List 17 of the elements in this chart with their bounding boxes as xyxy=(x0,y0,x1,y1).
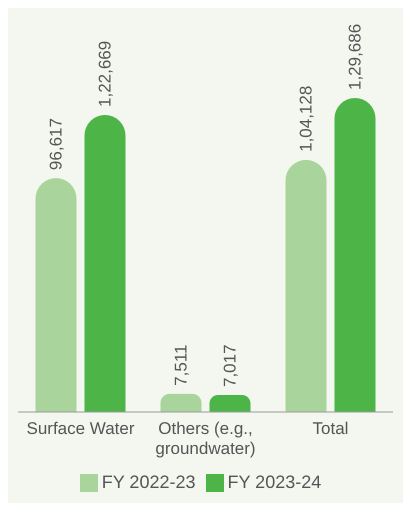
data-label: 1,22,669 xyxy=(96,40,114,107)
legend-label: FY 2023-24 xyxy=(228,472,322,492)
data-label: 1,29,686 xyxy=(346,24,364,90)
bar xyxy=(286,160,326,412)
bar xyxy=(210,395,250,412)
bar xyxy=(36,178,76,412)
data-label: 1,04,128 xyxy=(296,86,316,152)
data-label: 96,617 xyxy=(46,118,66,170)
data-label: 7,511 xyxy=(172,344,190,386)
bar xyxy=(334,98,376,412)
legend-label: FY 2022-23 xyxy=(102,472,196,492)
bar xyxy=(84,114,126,412)
x-tick-label: Total xyxy=(312,419,348,438)
bar xyxy=(160,394,202,412)
x-tick-label: Surface Water xyxy=(26,419,135,438)
data-label: 7,017 xyxy=(220,344,240,388)
x-tick-label: Others (e.g., groundwater) xyxy=(155,419,256,458)
